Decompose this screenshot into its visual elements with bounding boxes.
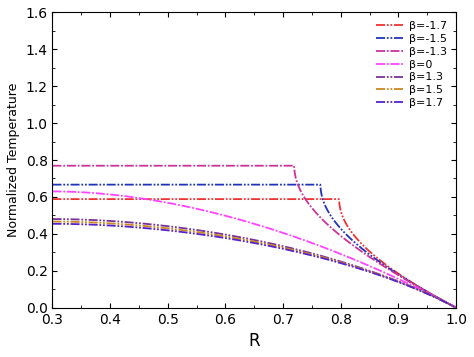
β=1.7 — [228, 237, 233, 241]
β=0 — [91, 191, 97, 195]
β=-1.3 — [453, 306, 459, 310]
β=-1.7 — [327, 197, 332, 201]
β=-1.3 — [372, 258, 377, 262]
β=0 — [327, 247, 332, 252]
β=1.3 — [327, 256, 332, 260]
β=0 — [365, 263, 370, 267]
β=1.5 — [365, 268, 370, 273]
β=-1.3 — [365, 253, 370, 257]
Line: β=-1.7: β=-1.7 — [53, 199, 456, 308]
β=0 — [453, 306, 459, 310]
Line: β=0: β=0 — [53, 191, 456, 308]
β=-1.5 — [365, 251, 370, 255]
X-axis label: R: R — [248, 332, 260, 350]
β=1.3 — [365, 268, 370, 272]
β=1.7 — [365, 269, 370, 273]
β=1.5 — [228, 235, 233, 239]
β=1.5 — [91, 220, 97, 225]
β=1.5 — [453, 306, 459, 310]
β=-1.3 — [228, 164, 233, 168]
β=1.3 — [453, 306, 459, 310]
β=1.5 — [213, 233, 219, 237]
β=-1.3 — [327, 224, 332, 228]
Line: β=-1.5: β=-1.5 — [53, 185, 456, 308]
Line: β=1.5: β=1.5 — [53, 222, 456, 308]
β=1.7 — [91, 222, 97, 227]
β=1.5 — [50, 220, 55, 224]
β=-1.7 — [91, 197, 97, 201]
Y-axis label: Normalized Temperature: Normalized Temperature — [7, 83, 20, 237]
Line: β=-1.3: β=-1.3 — [53, 166, 456, 308]
β=-1.3 — [50, 164, 55, 168]
β=1.3 — [91, 218, 97, 222]
β=1.7 — [372, 271, 377, 276]
β=-1.5 — [453, 306, 459, 310]
β=0 — [372, 266, 377, 270]
β=-1.7 — [213, 197, 219, 201]
β=1.3 — [50, 217, 55, 221]
Line: β=1.3: β=1.3 — [53, 219, 456, 308]
Legend: β=-1.7, β=-1.5, β=-1.3, β=0, β=1.3, β=1.5, β=1.7: β=-1.7, β=-1.5, β=-1.3, β=0, β=1.3, β=1.… — [373, 18, 450, 111]
β=-1.7 — [50, 197, 55, 201]
β=1.3 — [213, 231, 219, 235]
β=-1.5 — [50, 182, 55, 187]
β=-1.7 — [228, 197, 233, 201]
β=-1.5 — [91, 182, 97, 187]
β=-1.7 — [365, 247, 370, 251]
β=1.7 — [327, 258, 332, 262]
β=-1.5 — [372, 256, 377, 260]
β=1.7 — [50, 222, 55, 226]
β=-1.5 — [228, 182, 233, 187]
β=1.3 — [372, 270, 377, 275]
β=1.7 — [213, 235, 219, 239]
β=-1.7 — [372, 253, 377, 258]
β=-1.5 — [327, 212, 332, 216]
β=-1.5 — [213, 182, 219, 187]
β=1.3 — [228, 233, 233, 237]
β=-1.7 — [453, 306, 459, 310]
β=-1.3 — [213, 164, 219, 168]
Line: β=1.7: β=1.7 — [53, 224, 456, 308]
β=1.5 — [372, 271, 377, 275]
β=0 — [228, 215, 233, 219]
β=1.7 — [453, 306, 459, 310]
β=0 — [50, 189, 55, 193]
β=-1.3 — [91, 164, 97, 168]
β=1.5 — [327, 257, 332, 261]
β=0 — [213, 211, 219, 215]
